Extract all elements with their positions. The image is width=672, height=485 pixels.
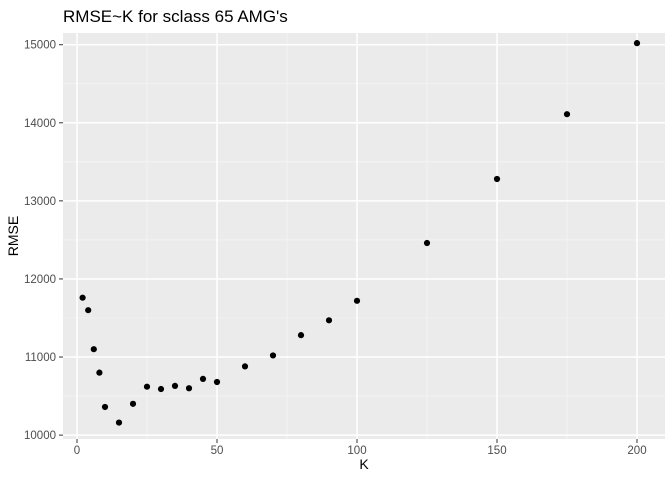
data-point	[79, 294, 86, 301]
y-tick-label: 10000	[24, 430, 56, 442]
y-axis-ticks: 10000 11000 12000 13000 14000 15000	[24, 40, 63, 442]
data-point	[563, 111, 571, 118]
y-tick-label: 13000	[24, 196, 56, 208]
plot-panel	[63, 33, 665, 439]
data-point	[185, 385, 193, 392]
y-tick-label: 12000	[24, 274, 56, 286]
y-tick-label: 14000	[24, 118, 56, 130]
data-point	[353, 297, 361, 304]
data-point	[143, 383, 151, 390]
data-point	[85, 307, 92, 314]
major-gridlines	[63, 33, 665, 439]
data-point	[90, 346, 97, 353]
data-point	[297, 332, 305, 339]
y-axis-title: RMSE	[5, 216, 21, 256]
x-axis-ticks: 0 50 100 150 200	[74, 439, 647, 457]
x-tick-label: 100	[347, 445, 366, 457]
minor-gridlines	[63, 33, 665, 439]
x-tick-label: 0	[74, 445, 80, 457]
data-point	[325, 317, 333, 324]
x-tick-label: 200	[627, 445, 646, 457]
data-point	[101, 403, 109, 411]
data-point	[269, 352, 277, 359]
x-tick-label: 50	[211, 445, 224, 457]
data-point	[129, 400, 137, 407]
data-point	[96, 369, 103, 376]
data-point	[199, 375, 207, 382]
x-axis-title: K	[359, 456, 369, 472]
y-tick-label: 11000	[25, 352, 56, 364]
y-tick-label: 15000	[24, 40, 56, 52]
data-points	[79, 40, 641, 426]
data-point	[423, 239, 431, 247]
data-point	[171, 382, 179, 390]
x-tick-label: 150	[487, 445, 506, 457]
data-point	[157, 385, 165, 393]
chart-title: RMSE~K for sclass 65 AMG's	[63, 7, 288, 26]
data-point	[241, 363, 249, 370]
data-point	[633, 40, 641, 47]
data-point	[115, 419, 123, 426]
data-point	[213, 378, 221, 386]
data-point	[493, 175, 501, 183]
